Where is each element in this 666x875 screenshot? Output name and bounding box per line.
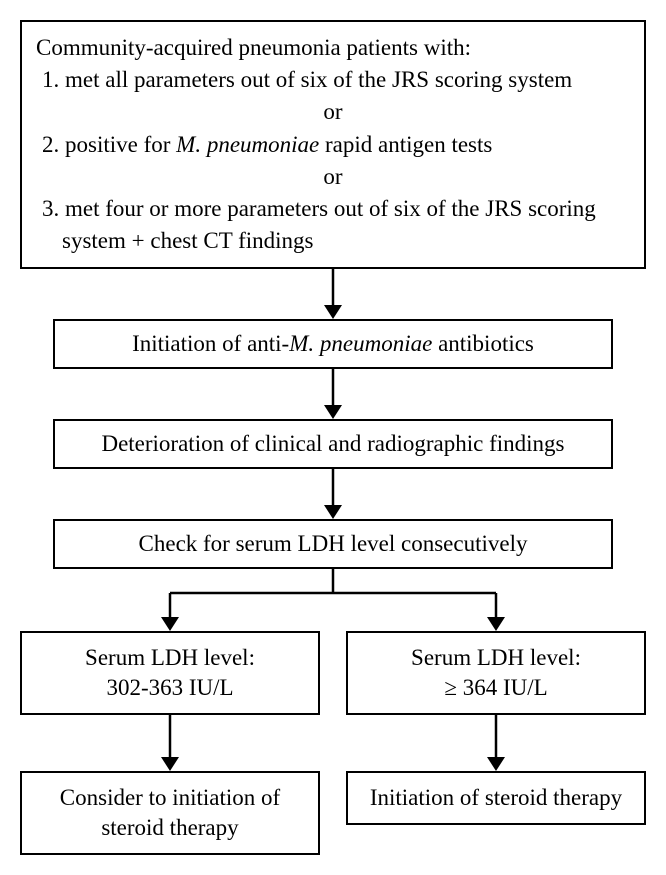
flowchart-container: Community-acquired pneumonia patients wi… [20, 20, 646, 855]
outcome-consider-box: Consider to initiation of steroid therap… [20, 771, 320, 855]
deterioration-box: Deterioration of clinical and radiograph… [53, 419, 613, 469]
ldh-high-line1: Serum LDH level: [358, 643, 634, 673]
entry-or-1: or [36, 96, 630, 128]
check-ldh-box: Check for serum LDH level consecutively [53, 519, 613, 569]
left-column: Serum LDH level: 302-363 IU/L Consider t… [20, 631, 320, 855]
entry-criteria-box: Community-acquired pneumonia patients wi… [20, 20, 646, 269]
ldh-level-row: Serum LDH level: 302-363 IU/L Consider t… [20, 631, 646, 855]
entry-item-2: 2. positive for M. pneumoniae rapid anti… [36, 129, 630, 161]
entry-or-2: or [36, 161, 630, 193]
entry-item-3: 3. met four or more parameters out of si… [36, 193, 630, 257]
ldh-low-line2: 302-363 IU/L [32, 673, 308, 703]
ldh-low-box: Serum LDH level: 302-363 IU/L [20, 631, 320, 715]
initiation-antibiotics-box: Initiation of anti-M. pneumoniae antibio… [53, 319, 613, 369]
right-column: Serum LDH level: ≥ 364 IU/L Initiation o… [346, 631, 646, 855]
entry-item-1: 1. met all parameters out of six of the … [36, 64, 630, 96]
branch-split-icon [20, 569, 646, 631]
ldh-high-line2: ≥ 364 IU/L [358, 673, 634, 703]
entry-intro: Community-acquired pneumonia patients wi… [36, 32, 630, 64]
ldh-low-line1: Serum LDH level: [32, 643, 308, 673]
arrow-down-icon [486, 715, 506, 771]
arrow-down-icon [160, 715, 180, 771]
arrow-down-icon [323, 469, 343, 519]
ldh-high-box: Serum LDH level: ≥ 364 IU/L [346, 631, 646, 715]
arrow-down-icon [323, 369, 343, 419]
outcome-initiate-box: Initiation of steroid therapy [346, 771, 646, 825]
arrow-down-icon [323, 269, 343, 319]
